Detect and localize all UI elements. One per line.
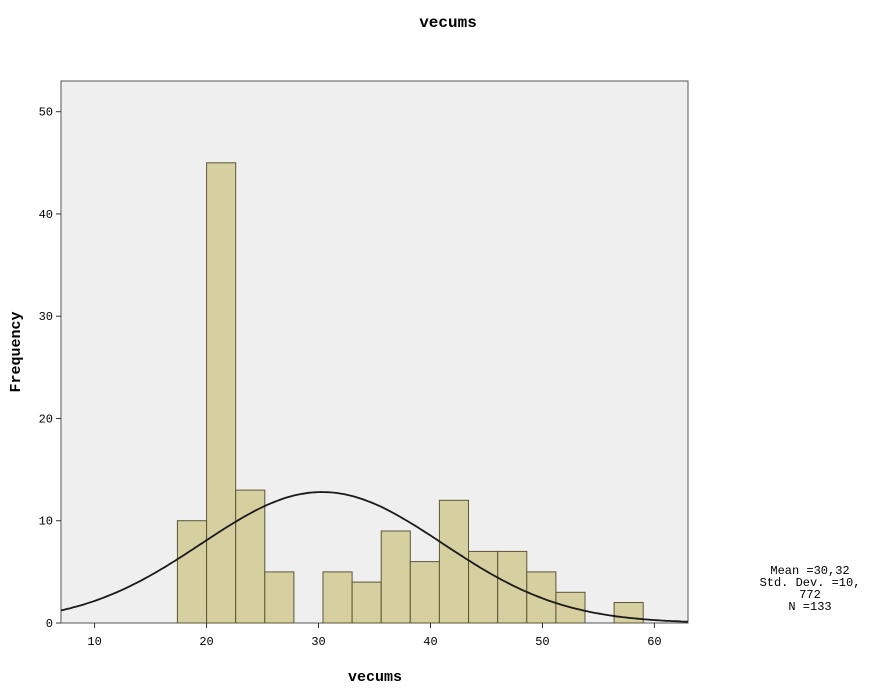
stats-line: Mean =30,32 — [770, 564, 849, 578]
chart-title: vecums — [419, 14, 477, 32]
histogram-bar — [176, 520, 207, 624]
y-axis-label: Frequency — [8, 311, 25, 392]
plot-area — [60, 80, 689, 624]
stats-line: Std. Dev. =10, — [760, 576, 861, 590]
histogram-bar — [380, 530, 411, 624]
x-axis: 10 20 30 40 50 60 — [87, 623, 662, 649]
histogram-bar — [322, 571, 353, 624]
histogram-bar — [206, 162, 237, 624]
histogram-bar — [438, 499, 469, 624]
x-tick-label: 50 — [535, 635, 549, 649]
x-tick-label: 30 — [311, 635, 325, 649]
y-tick-label: 30 — [39, 310, 53, 324]
histogram-bar — [351, 581, 382, 624]
x-axis-label: vecums — [348, 669, 402, 686]
y-tick-label: 0 — [46, 617, 53, 631]
y-tick-label: 50 — [39, 106, 53, 120]
histogram-bar — [235, 489, 266, 624]
normal-curve — [60, 491, 689, 623]
x-tick-label: 20 — [199, 635, 213, 649]
x-tick-label: 60 — [647, 635, 661, 649]
bars-group — [176, 162, 644, 624]
x-tick-label: 40 — [423, 635, 437, 649]
y-tick-label: 20 — [39, 412, 53, 426]
y-tick-label: 10 — [39, 515, 53, 529]
histogram-bar — [264, 571, 295, 624]
stats-line: 772 — [799, 588, 821, 602]
y-tick-label: 40 — [39, 208, 53, 222]
x-tick-label: 10 — [87, 635, 101, 649]
histogram-bar — [613, 602, 644, 624]
stats-line: N =133 — [788, 600, 831, 614]
y-axis: 0 10 20 30 40 50 — [39, 106, 61, 631]
histogram-bar — [409, 561, 440, 624]
histogram-bar — [497, 550, 528, 624]
